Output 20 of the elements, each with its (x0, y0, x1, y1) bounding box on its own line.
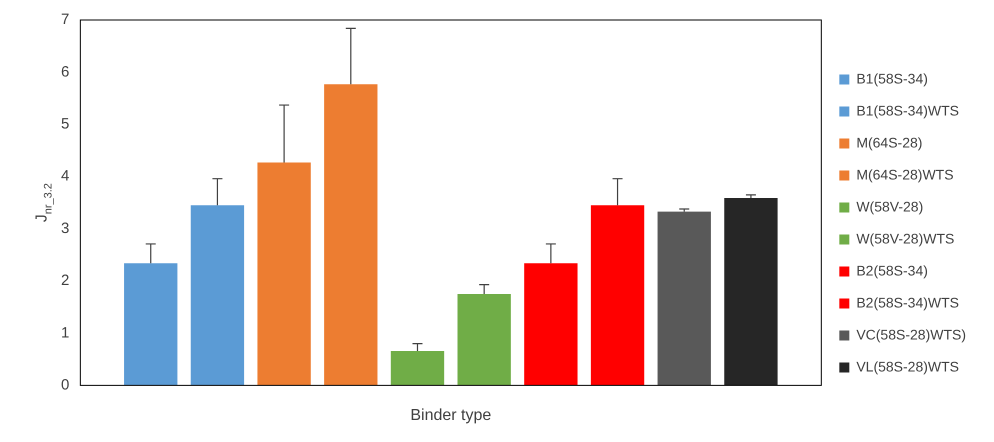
legend-label: B2(58S-34) (856, 262, 928, 278)
y-tick-label: 4 (61, 168, 70, 185)
y-axis-title: Jnr_3.2 (34, 183, 54, 222)
legend-label: B1(58S-34) (856, 70, 928, 86)
legend-label: M(64S-28)WTS (856, 166, 954, 182)
legend-label: B2(58S-34)WTS (856, 294, 960, 310)
y-tick-label: 1 (61, 324, 70, 342)
y-tick-label: 3 (61, 220, 70, 237)
y-tick-label: 2 (61, 272, 70, 290)
legend-label: M(64S-28) (856, 134, 922, 150)
legend-label: W(58V-28) (856, 198, 924, 214)
x-axis-title: Binder type (410, 406, 492, 424)
y-tick-label: 0 (61, 376, 70, 394)
y-tick-label: 7 (61, 11, 70, 28)
legend-label: W(58V-28)WTS (856, 230, 954, 246)
legend-label: B1(58S-34)WTS (856, 102, 960, 118)
legend-label: VL(58S-28)WTS (856, 358, 960, 374)
y-tick-label: 6 (61, 63, 70, 80)
legend-label: VC(58S-28)WTS) (856, 326, 966, 342)
y-tick-label: 5 (61, 116, 70, 133)
